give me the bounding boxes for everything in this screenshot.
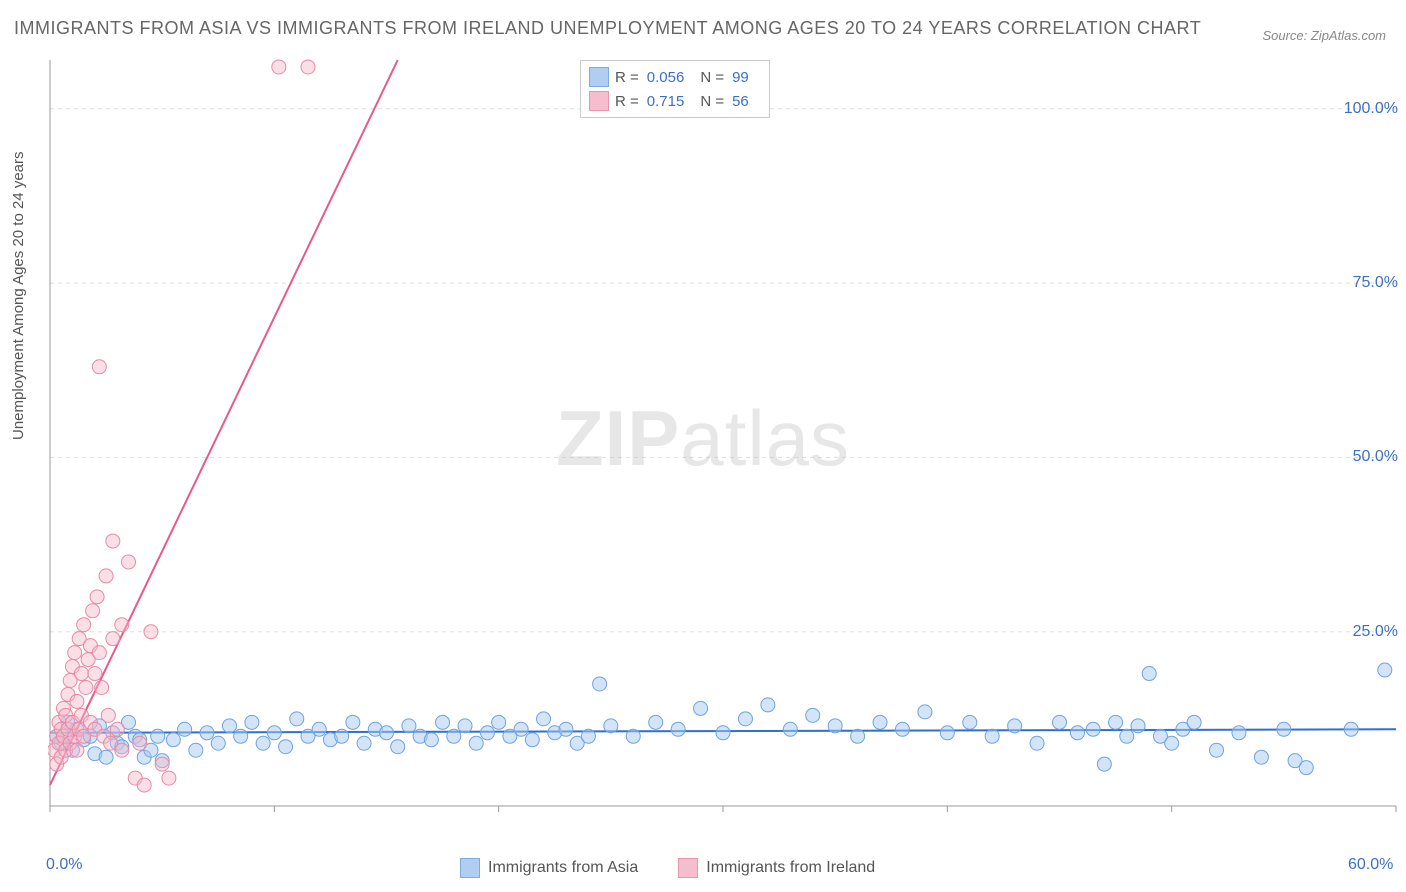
swatch-ireland <box>678 858 698 878</box>
legend-stats-box: R = 0.056 N = 99 R = 0.715 N = 56 <box>580 60 770 118</box>
legend-stats-row-asia: R = 0.056 N = 99 <box>589 65 759 89</box>
swatch-ireland <box>589 91 609 111</box>
y-tick-25: 25.0% <box>1353 623 1398 641</box>
bottom-legend-label-ireland: Immigrants from Ireland <box>706 859 875 877</box>
swatch-asia <box>460 858 480 878</box>
y-tick-75: 75.0% <box>1353 274 1398 292</box>
legend-n-label: N = <box>700 69 724 86</box>
legend-r-label: R = <box>615 93 639 110</box>
legend-r-value-asia: 0.056 <box>647 69 685 86</box>
bottom-legend: Immigrants from Asia Immigrants from Ire… <box>460 858 875 878</box>
y-axis-label: Unemployment Among Ages 20 to 24 years <box>10 151 27 440</box>
legend-r-value-ireland: 0.715 <box>647 93 685 110</box>
scatter-chart-svg <box>48 58 1398 842</box>
legend-n-value-asia: 99 <box>732 69 749 86</box>
x-tick-60: 60.0% <box>1348 856 1393 874</box>
legend-n-value-ireland: 56 <box>732 93 749 110</box>
bottom-legend-item-ireland: Immigrants from Ireland <box>678 858 875 878</box>
bottom-legend-item-asia: Immigrants from Asia <box>460 858 638 878</box>
source-credit: Source: ZipAtlas.com <box>1262 28 1386 43</box>
chart-title: IMMIGRANTS FROM ASIA VS IMMIGRANTS FROM … <box>14 18 1201 39</box>
plot-area <box>48 58 1398 842</box>
swatch-asia <box>589 67 609 87</box>
legend-n-label: N = <box>700 93 724 110</box>
legend-stats-row-ireland: R = 0.715 N = 56 <box>589 89 759 113</box>
y-tick-50: 50.0% <box>1353 448 1398 466</box>
x-tick-0: 0.0% <box>46 856 82 874</box>
legend-r-label: R = <box>615 69 639 86</box>
y-tick-100: 100.0% <box>1344 100 1398 118</box>
bottom-legend-label-asia: Immigrants from Asia <box>488 859 638 877</box>
